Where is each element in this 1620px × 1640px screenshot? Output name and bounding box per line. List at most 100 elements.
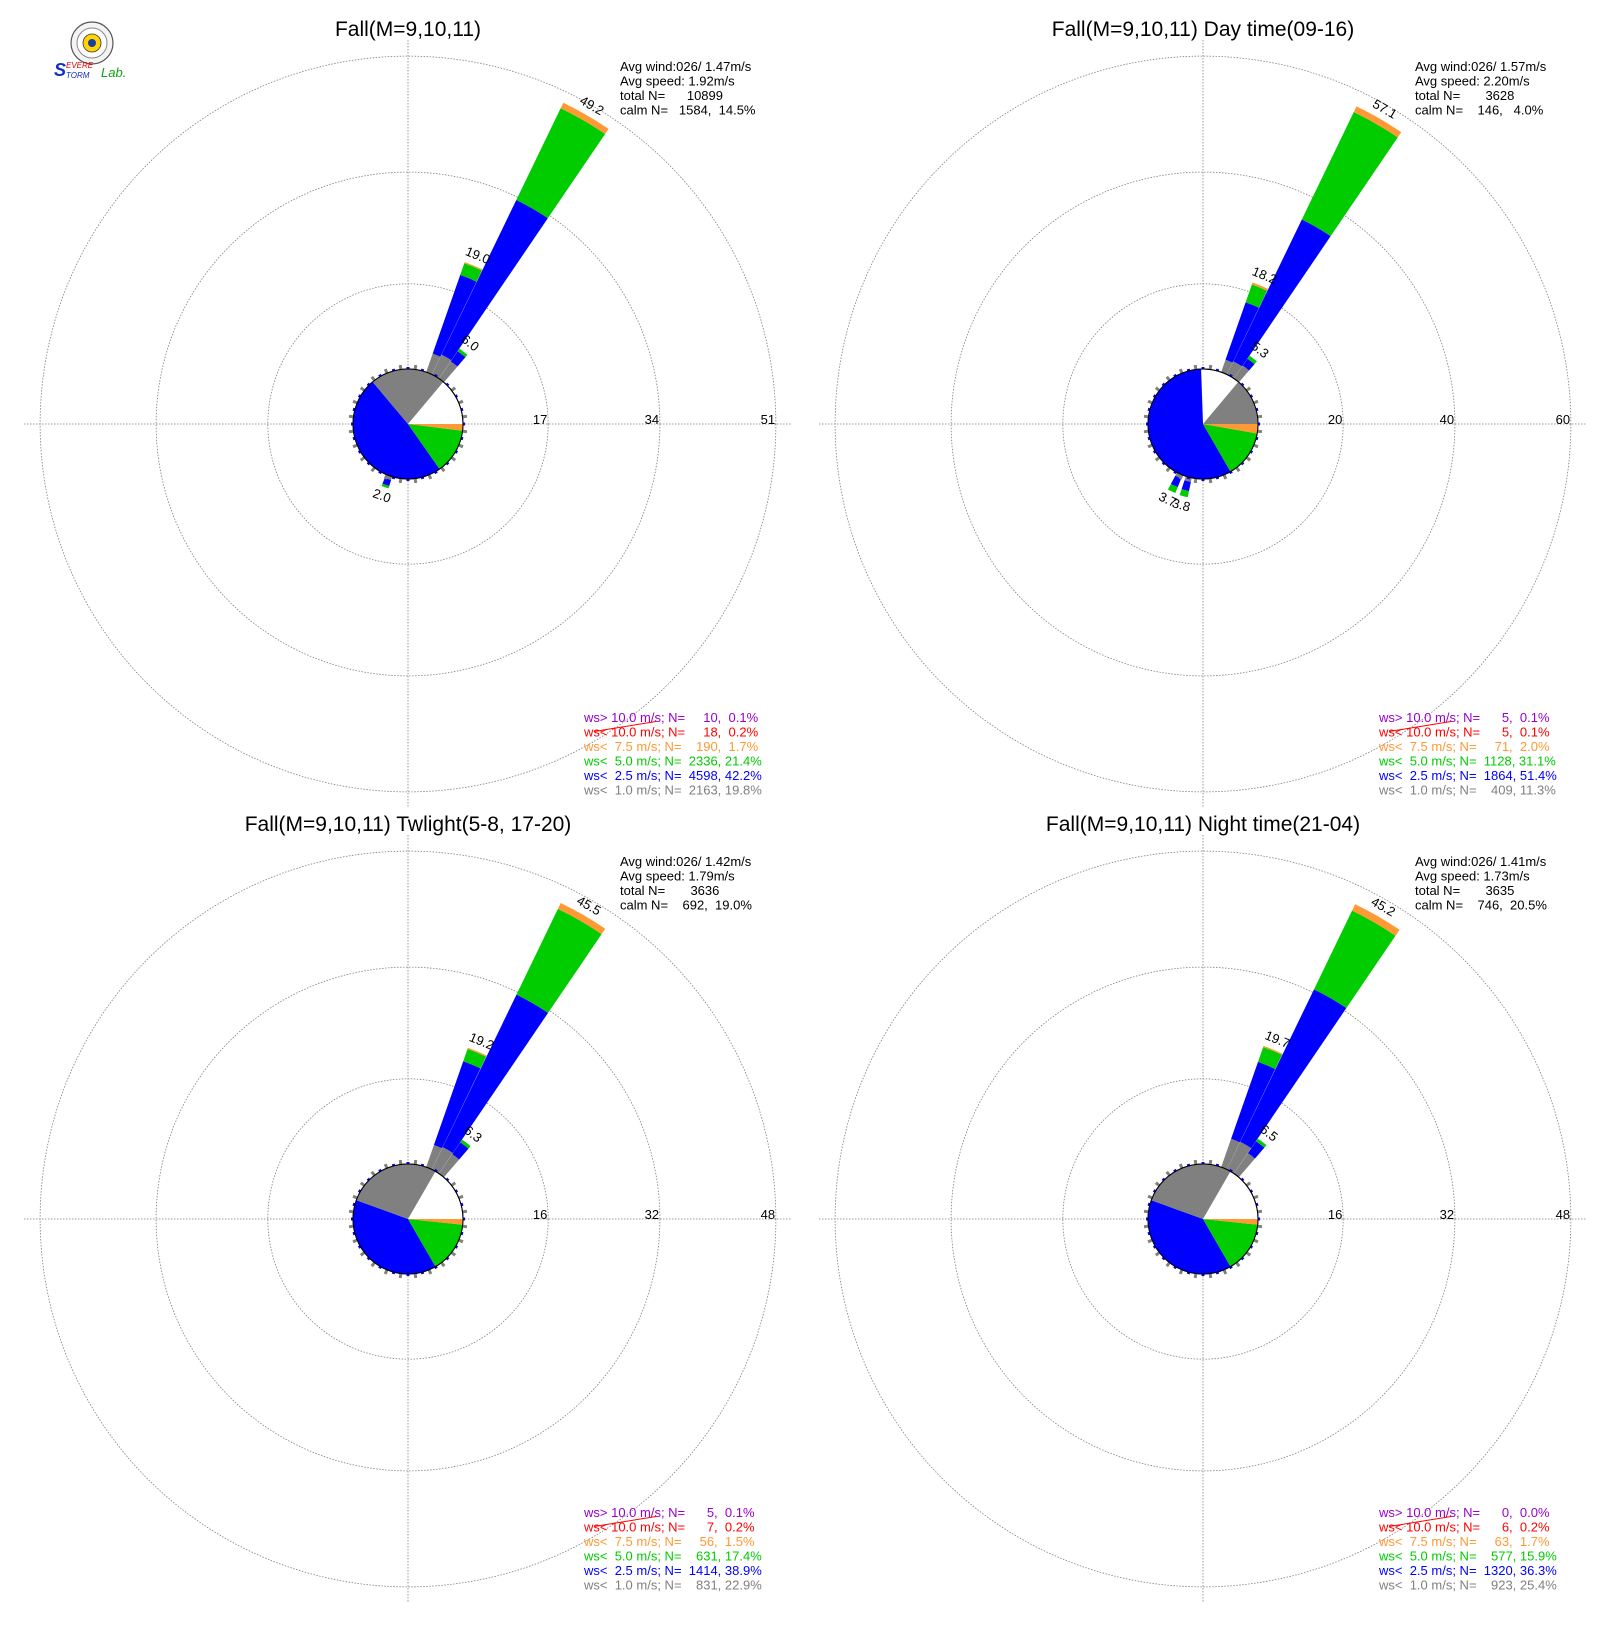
legend-strike-mark [593,1516,657,1527]
legend-strike-mark [1388,721,1452,732]
minor-bar [1208,364,1213,370]
pie-slice-lt1 [372,368,444,424]
minor-bar [1147,1194,1153,1200]
pie-slice-lt5 [408,1219,463,1267]
minor-bar [1173,470,1177,475]
avg-speed-text: Avg speed: 1.92m/s [620,74,735,89]
minor-bar [413,478,418,484]
minor-bar [1257,1209,1263,1214]
bar-value-label: 2.0 [371,485,393,505]
minor-bar [398,1273,403,1279]
minor-bar [1143,1224,1149,1229]
minor-bar [1173,1265,1177,1270]
bar-segment-lt5 [1247,355,1257,365]
pie-outline [1147,1163,1259,1275]
bar-segment-lt1 [431,354,452,379]
total-n-text: total N= 3636 [620,883,719,898]
radial-tick-label: 16 [533,1207,547,1222]
minor-bar [357,450,362,454]
bar-segment-lt2_5 [442,994,549,1154]
legend-entry-lt10: ws< 10.0 m/s; N= 18, 0.2% [583,725,759,740]
bar-segment-lt2_5 [452,1142,469,1160]
legend-entry-lt7-5: ws< 7.5 m/s; N= 190, 1.7% [583,739,759,754]
minor-bar [1249,450,1254,454]
minor-bar [366,461,371,466]
panel-title: Fall(M=9,10,11) Twlight(5-8, 17-20) [245,813,572,836]
minor-bar [357,394,362,398]
minor-bar [434,470,438,475]
calm-n-text: calm N= 1584, 14.5% [620,103,756,118]
minor-bar [1152,1245,1157,1249]
legend-entry-lt7-5: ws< 7.5 m/s; N= 63, 1.7% [1378,1534,1550,1549]
bar-segment-lt7_5 [1352,904,1400,936]
minor-bar [445,1177,450,1182]
radial-tick-label: 40 [1440,412,1454,427]
pie-slice-lt7_5 [1203,1219,1258,1225]
bar-segment-lt2_5 [1233,219,1331,367]
legend-entry-lt5: ws< 5.0 m/s; N= 1128, 31.1% [1378,754,1556,769]
minor-bar [398,364,403,370]
total-n-text: total N= 3628 [1415,88,1514,103]
minor-bar [1178,1269,1184,1275]
bar-segment-lt2_5 [1240,989,1347,1149]
legend-entry-lt2-5: ws< 2.5 m/s; N= 1864, 51.4% [1378,768,1557,783]
bar-segment-lt2_5 [441,199,548,361]
minor-bar [445,1256,450,1261]
minor-bar [1240,1177,1245,1182]
minor-bar [458,1238,464,1244]
minor-bar [1178,474,1184,480]
panel-title: Fall(M=9,10,11) Night time(21-04) [1046,813,1360,836]
minor-bar [352,1238,358,1244]
minor-bar [378,470,382,475]
minor-bar [1161,382,1166,387]
bar-segment-lt5 [1258,1047,1282,1070]
minor-bar [1257,1224,1263,1229]
minor-bar [348,429,354,434]
legend-entry-lt1: ws< 1.0 m/s; N= 2163, 19.8% [583,783,762,798]
legend-entry-lt1: ws< 1.0 m/s; N= 923, 25.4% [1378,1578,1557,1593]
bar-segment-lt1 [431,1147,453,1174]
pie-slice-lt2_5 [353,1200,436,1274]
pie-outline [352,368,464,480]
legend-entry-lt2-5: ws< 2.5 m/s; N= 4598, 42.2% [583,768,762,783]
calm-n-text: calm N= 146, 4.0% [1415,103,1544,118]
minor-bar [1193,364,1198,370]
minor-bar [427,1163,433,1169]
minor-bar [1253,1238,1259,1244]
minor-bar [1173,373,1177,378]
bar-segment-lt5 [516,108,606,219]
bar-segment-lt5 [463,1048,487,1069]
total-n-text: total N= 10899 [620,88,723,103]
minor-bar [348,1209,354,1214]
pie-slice-lt2_5 [1148,369,1231,480]
minor-bar [1253,443,1259,449]
minor-bar [398,478,403,484]
legend-entry-lt5: ws< 5.0 m/s; N= 2336, 21.4% [583,754,762,769]
minor-bar [1222,368,1228,374]
minor-bar [462,1224,468,1229]
legend-entry-gt10: ws> 10.0 m/s; N= 5, 0.1% [1378,710,1550,725]
pie-slice-lt7_5 [1203,424,1258,434]
bar-segment-lt2_5 [1242,358,1255,371]
bar-segment-lt7_5 [1263,1045,1283,1055]
bar-segment-lt2_5 [432,274,477,357]
legend-entry-lt1: ws< 1.0 m/s; N= 831, 22.9% [583,1578,762,1593]
bar-segment-lt2_5 [382,477,392,487]
minor-bar [454,450,459,454]
minor-bar [366,1256,371,1261]
minor-bar [427,474,433,480]
calm-n-text: calm N= 692, 19.0% [620,898,752,913]
minor-bar [1222,1269,1228,1275]
calm-pie [1147,1163,1259,1275]
legend-strike-mark [1388,1516,1452,1527]
minor-bar [1147,399,1153,405]
minor-bar [378,1265,382,1270]
grid-ring [950,966,1456,1472]
minor-bar [1229,470,1233,475]
bar-segment-lt5 [460,1139,471,1149]
logo-s-letter: S [54,60,66,80]
minor-bar [1257,429,1263,434]
minor-bar [434,1265,438,1270]
minor-bar [1152,1189,1157,1193]
